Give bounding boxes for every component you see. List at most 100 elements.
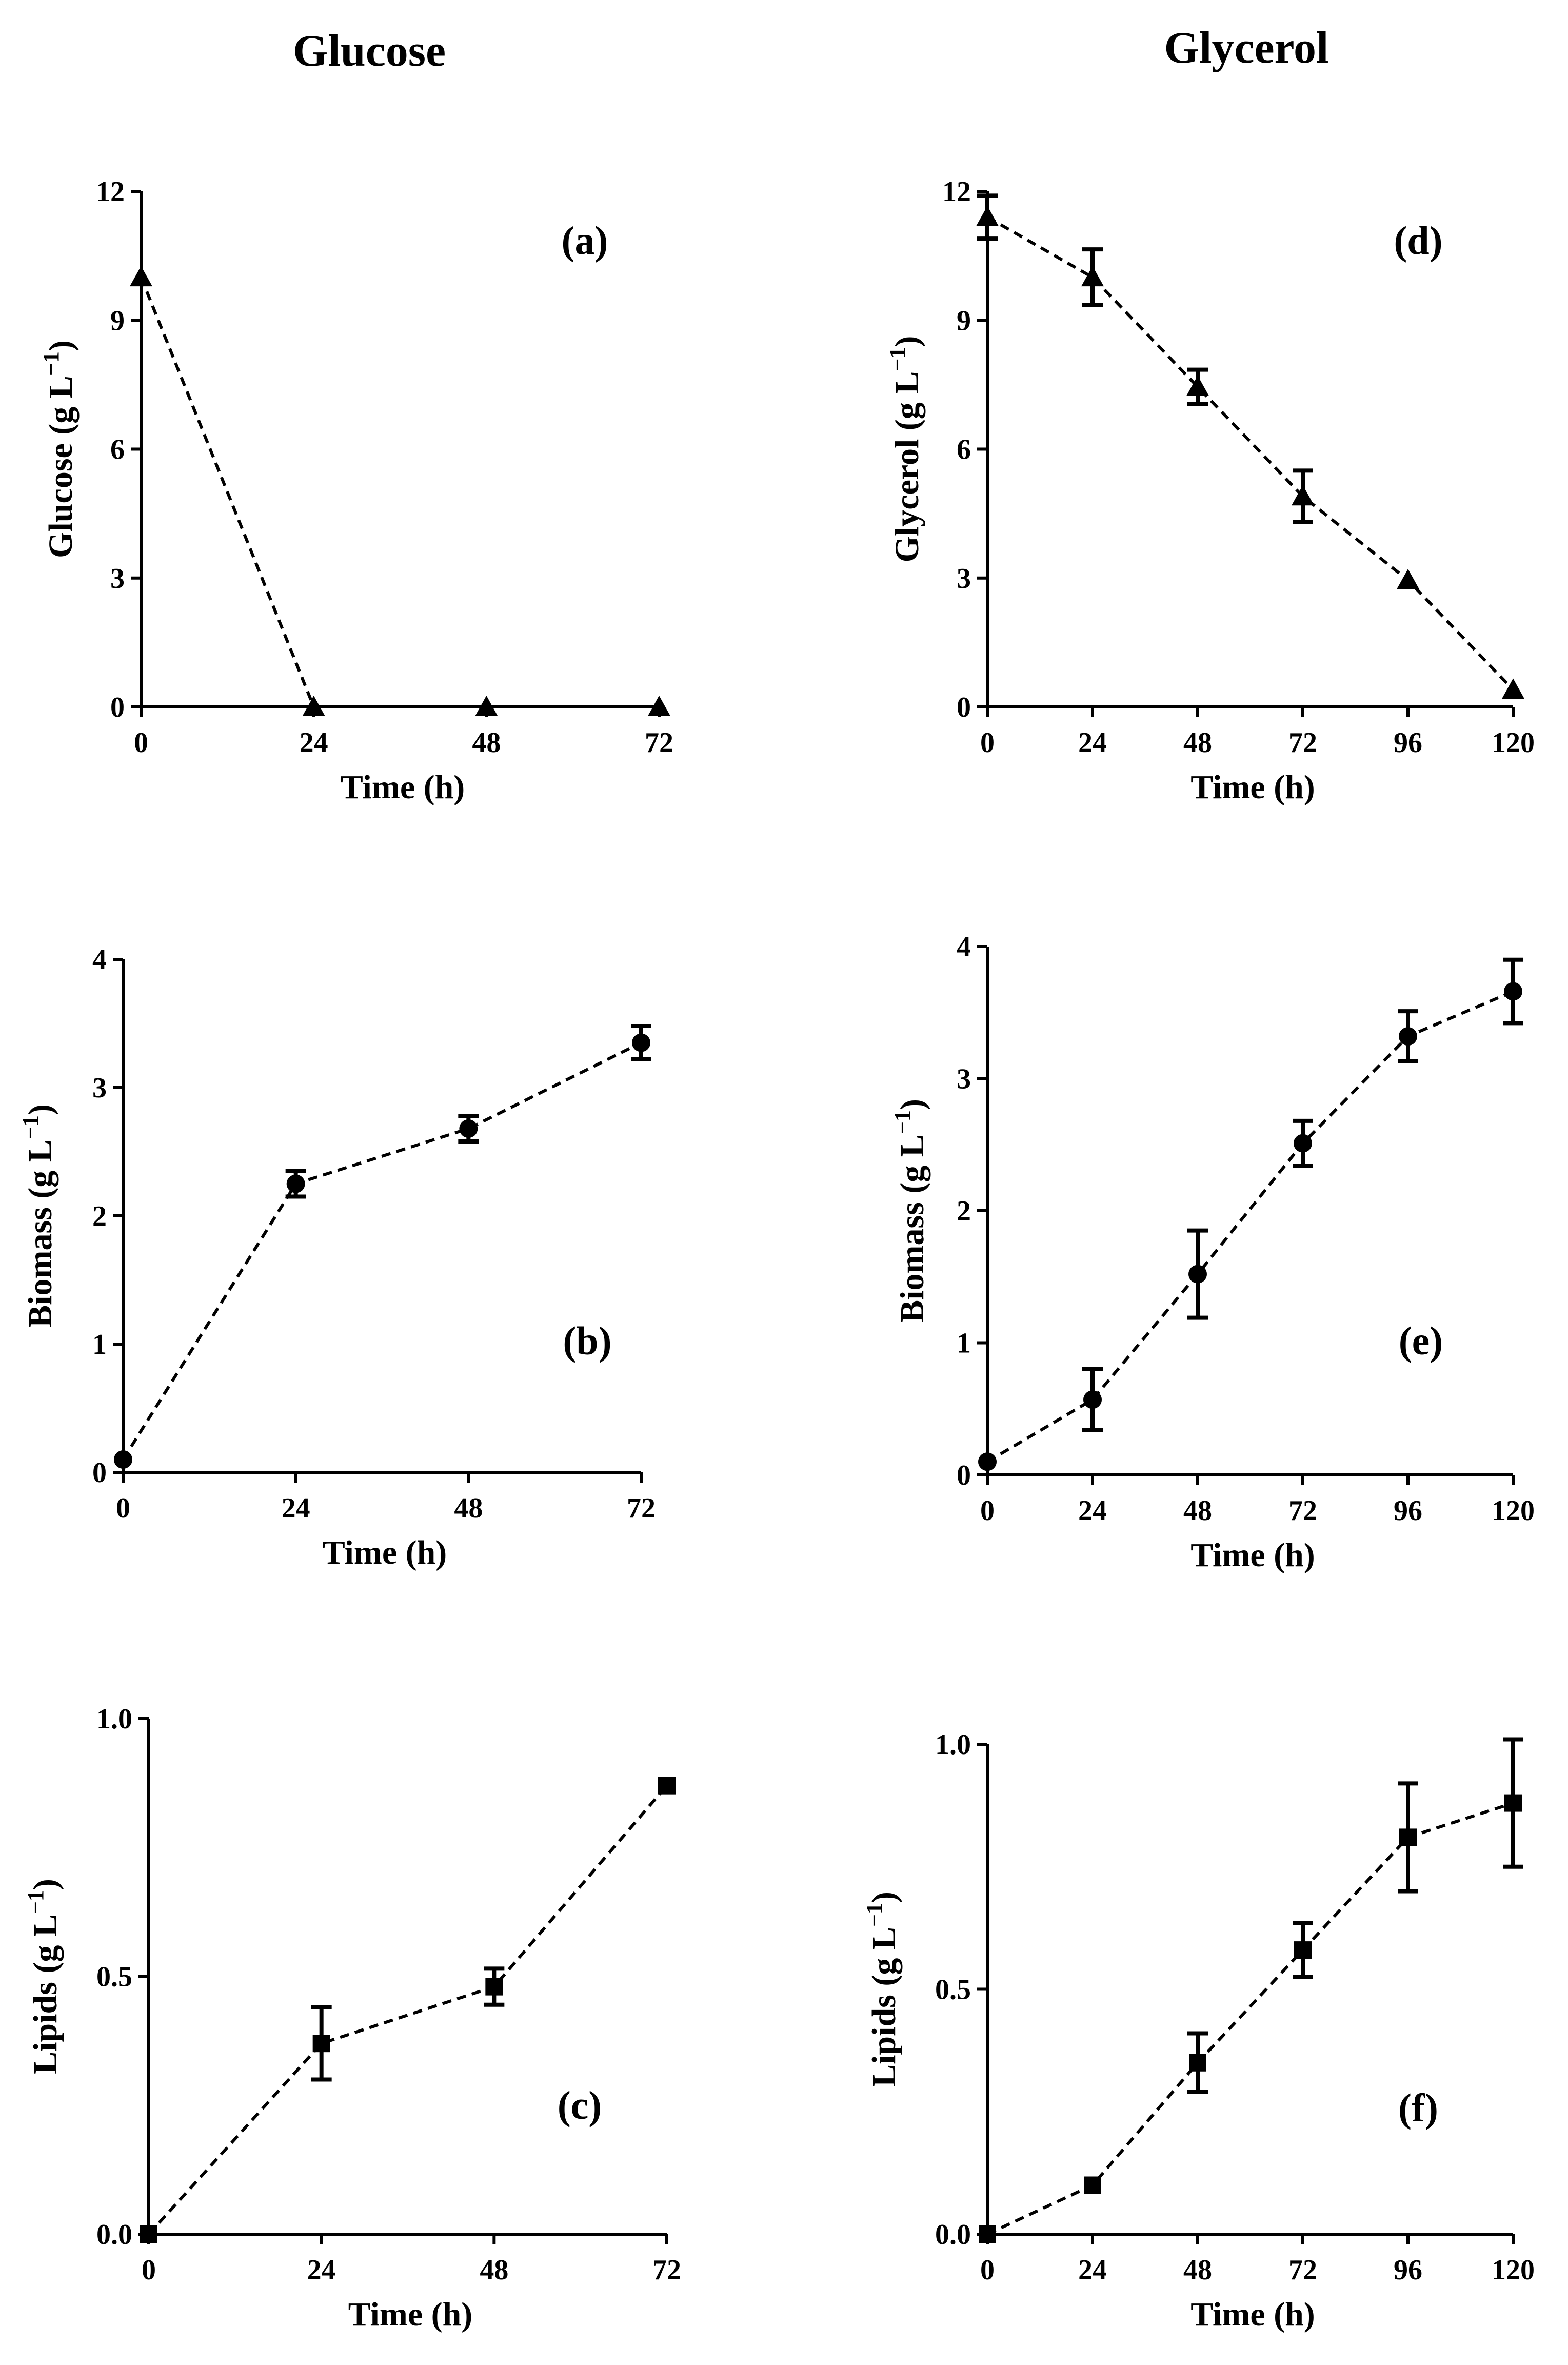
x-tick-label: 0	[142, 2254, 156, 2286]
x-axis-label: Time (h)	[1190, 768, 1315, 806]
data-point-triangle	[1186, 376, 1209, 396]
y-tick-label: 0.5	[96, 1961, 132, 1993]
data-point-circle	[1294, 1134, 1312, 1153]
panel-c: 0.0 0.5 1.0 0 24 48 72 Time (h) Lipids (g L−1) (c…	[23, 1703, 681, 2333]
x-tick-label: 96	[1394, 1495, 1422, 1527]
y-tick-label: 0.5	[935, 1974, 971, 2006]
panel-label: (c)	[558, 2083, 602, 2127]
y-axis-label: Lipids (g L−1)	[23, 1879, 64, 2074]
data-point-square	[140, 2225, 157, 2243]
x-tick-label: 0	[980, 2254, 995, 2286]
y-tick-label: 0	[957, 1460, 971, 1491]
column-title-glucose: Glucose	[293, 26, 446, 76]
y-axis-label: Glucose (g L−1)	[38, 340, 80, 558]
panel-label: (d)	[1394, 218, 1442, 263]
series-line	[140, 277, 659, 708]
x-axis-label: Time (h)	[1190, 1536, 1315, 1574]
series-line	[986, 1801, 1514, 2236]
y-tick-label: 3	[957, 1063, 971, 1095]
x-tick-label: 72	[1288, 2254, 1317, 2286]
data-point-square	[1399, 1828, 1417, 1846]
data-point-circle	[1399, 1027, 1417, 1046]
x-axis-label: Time (h)	[348, 2296, 473, 2333]
x-axis-label: Time (h)	[341, 768, 465, 806]
x-tick-label: 72	[645, 727, 673, 759]
data-point-circle	[114, 1450, 132, 1469]
x-tick-label: 120	[1492, 727, 1535, 759]
y-tick-label: 9	[957, 305, 971, 337]
column-title-glycerol: Glycerol	[1164, 23, 1329, 73]
x-tick-label: 72	[652, 2254, 681, 2286]
x-tick-label: 48	[472, 727, 501, 759]
data-point-square	[1189, 2054, 1206, 2072]
y-axis-label: Glycerol (g L−1)	[885, 336, 926, 563]
y-tick-label: 2	[957, 1195, 971, 1227]
data-point-square	[1294, 1941, 1312, 1959]
x-tick-label: 0	[134, 727, 148, 759]
panel-label: (b)	[563, 1318, 611, 1363]
series-line	[122, 1041, 642, 1461]
series-line	[986, 215, 1515, 691]
panel-b: 0 1 2 3 4 0 24 48 72 Time (h) Biomass (g L−1) (b)	[18, 944, 656, 1571]
data-point-square	[658, 1777, 676, 1795]
data-point-square	[312, 2035, 330, 2053]
y-tick-label: 3	[92, 1072, 107, 1104]
x-tick-label: 72	[627, 1492, 656, 1524]
x-tick-label: 24	[1078, 2254, 1107, 2286]
data-point-circle	[632, 1033, 650, 1052]
y-tick-label: 12	[942, 176, 971, 208]
y-tick-label: 1.0	[96, 1703, 132, 1735]
y-tick-label: 6	[957, 434, 971, 466]
data-point-square	[1504, 1794, 1522, 1812]
data-point-circle	[1083, 1390, 1102, 1409]
panel-f: 0.0 0.5 1.0 0 24 48 72 96 120 Time (h) Lipids (g L…	[862, 1729, 1535, 2333]
x-tick-label: 0	[116, 1492, 130, 1524]
panel-e: 0 1 2 3 4 0 24 48 72 96 120 Time (h) Biomass (g L−1)…	[890, 931, 1535, 1574]
y-tick-label: 1	[957, 1328, 971, 1359]
data-point-circle	[978, 1452, 997, 1471]
x-tick-label: 96	[1394, 727, 1422, 759]
y-tick-label: 4	[957, 931, 971, 963]
y-tick-label: 4	[92, 944, 107, 976]
data-point-triangle	[1292, 485, 1314, 506]
data-point-triangle	[302, 696, 325, 716]
data-point-circle	[286, 1174, 305, 1193]
data-point-triangle	[976, 206, 999, 226]
panel-label: (a)	[562, 218, 608, 263]
series-line	[986, 990, 1514, 1463]
y-tick-label: 0.0	[96, 2219, 132, 2251]
panel-label: (f)	[1398, 2085, 1438, 2130]
data-point-triangle	[1397, 568, 1419, 589]
y-tick-label: 6	[110, 434, 125, 466]
data-point-square	[485, 1978, 503, 1996]
x-tick-label: 48	[1183, 1495, 1212, 1527]
panel-a: 0 3 6 9 12 0 24 48 72 Time (h) Glucose (g L−1) (a)	[38, 176, 673, 806]
x-tick-label: 0	[980, 1495, 995, 1527]
x-tick-label: 24	[282, 1492, 310, 1524]
x-tick-label: 24	[1078, 1495, 1107, 1527]
panel-label: (e)	[1399, 1318, 1443, 1363]
x-axis-label: Time (h)	[323, 1534, 447, 1571]
y-axis-label: Lipids (g L−1)	[862, 1891, 903, 2087]
data-point-circle	[459, 1119, 478, 1138]
x-tick-label: 24	[307, 2254, 336, 2286]
data-point-square	[979, 2225, 996, 2243]
data-point-circle	[1188, 1265, 1207, 1284]
y-tick-label: 0.0	[935, 2219, 971, 2251]
y-tick-label: 3	[110, 563, 125, 595]
x-tick-label: 24	[300, 727, 328, 759]
x-tick-label: 72	[1288, 1495, 1317, 1527]
data-point-triangle	[1502, 678, 1524, 699]
y-tick-label: 0	[110, 692, 125, 723]
y-tick-label: 9	[110, 305, 125, 337]
x-tick-label: 0	[980, 727, 995, 759]
y-axis-label: Biomass (g L−1)	[890, 1099, 931, 1323]
data-point-circle	[1504, 982, 1522, 1001]
y-tick-label: 3	[957, 563, 971, 595]
y-tick-label: 1.0	[935, 1729, 971, 1761]
x-axis-label: Time (h)	[1190, 2296, 1315, 2333]
x-tick-label: 48	[1183, 727, 1212, 759]
y-tick-label: 2	[92, 1200, 107, 1232]
